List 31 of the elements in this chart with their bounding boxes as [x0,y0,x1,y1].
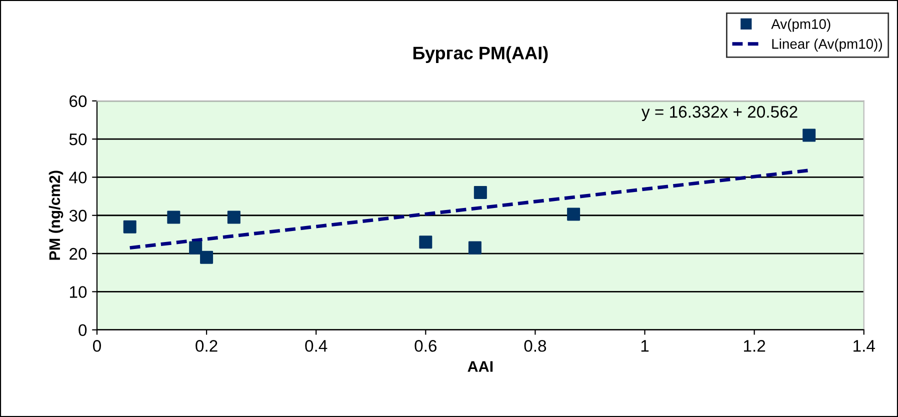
point [123,220,136,234]
y-tick-label: 20 [70,248,87,260]
x-tick-label: 0.2 [196,340,218,352]
x-axis-title: AAI [468,361,493,372]
y-tick-label: 60 [70,95,87,108]
legend-label: Av(pm10) [771,18,830,32]
y-tick-label: 30 [69,210,87,222]
point [802,128,816,142]
y-tick-label: 40 [69,172,87,184]
y-tick-label: 0 [78,324,87,336]
annotation: y = 16.332x + 20.562 [642,106,798,122]
point [419,236,432,249]
point [167,210,180,224]
y-tick-label: 50 [69,133,87,146]
chart-title: Бургас PM(AAI) [413,46,548,63]
point [189,241,202,254]
y-axis-title: PM (ng/cm2) [48,170,64,260]
x-tick-label: 0.6 [414,340,437,352]
point [200,250,214,264]
x-tick-label: 0 [93,340,101,352]
x-tick-label: 0.4 [305,340,328,352]
point [474,186,487,199]
x-tick-label: 1.4 [854,340,875,352]
x-tick-label: 1 [641,340,649,352]
legend-label: Linear (Av(pm10)) [772,38,882,52]
point [567,208,580,221]
point [468,241,482,254]
point [227,210,240,224]
x-tick-label: 1.2 [744,340,766,352]
y-tick-label: 10 [70,286,87,298]
x-tick-label: 0.8 [524,340,546,352]
